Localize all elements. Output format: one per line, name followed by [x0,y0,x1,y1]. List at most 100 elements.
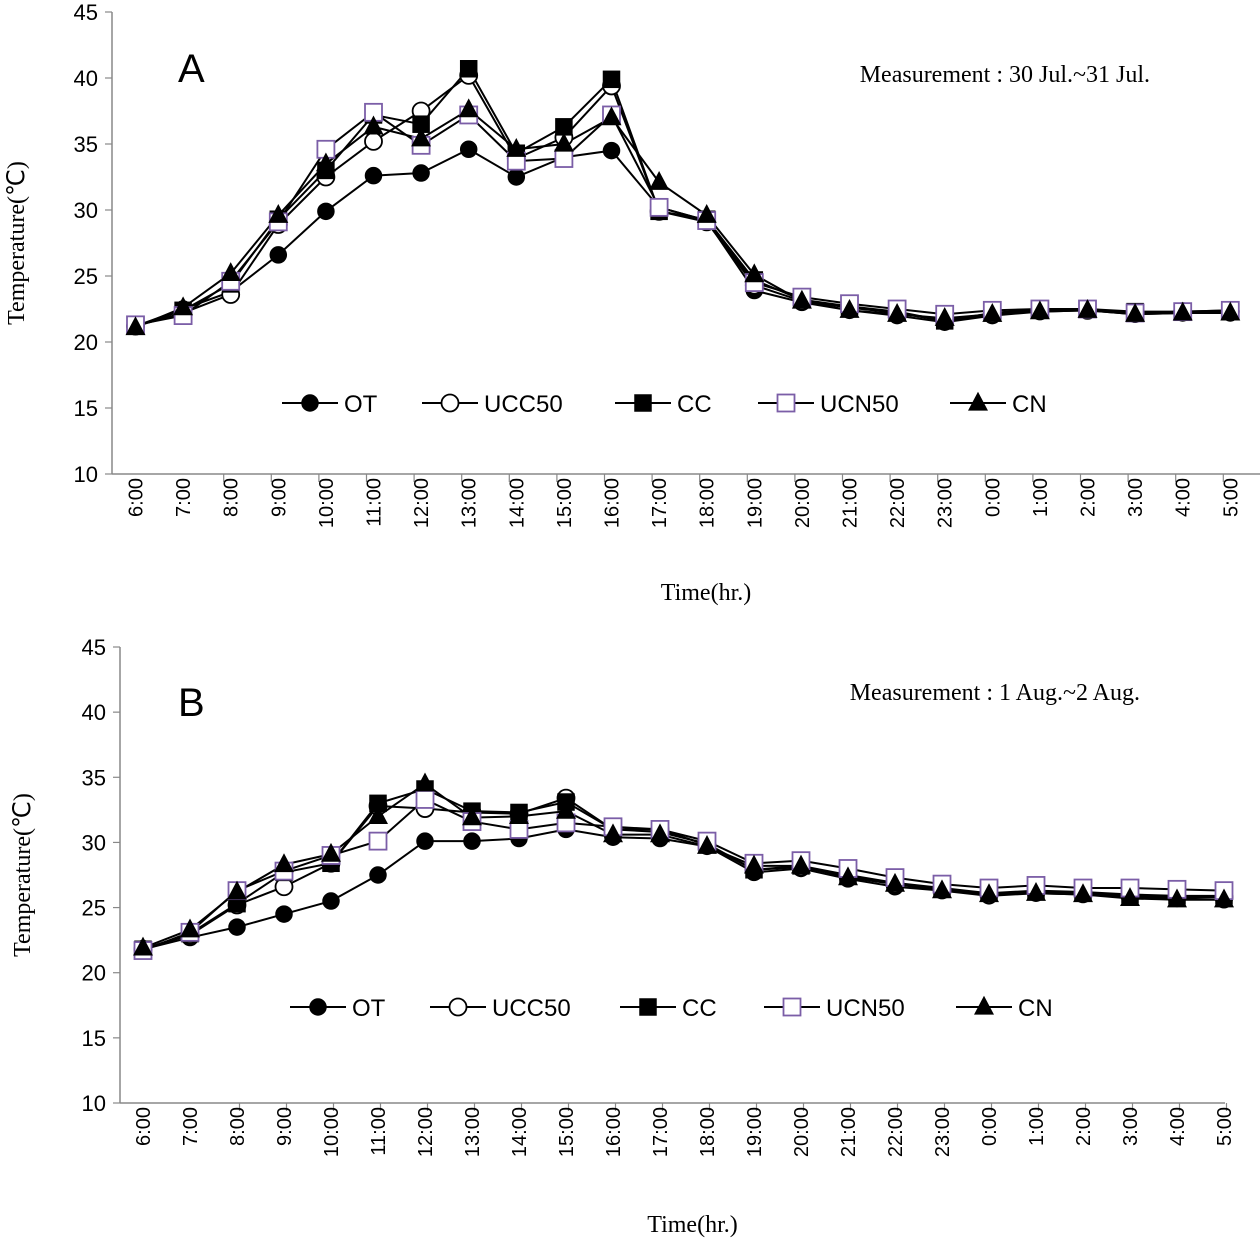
x-tick-label: 9:00 [274,1107,296,1146]
x-tick-label: 8:00 [221,478,243,517]
legend-marker-ot [309,998,327,1016]
data-point-cn [1125,302,1146,322]
legend-marker-cc [639,998,657,1016]
data-point-cn [791,289,812,309]
data-point-cn [744,854,764,874]
y-tick-label: 35 [74,132,98,157]
x-tick-label: 10:00 [321,1107,343,1157]
data-point-ucc50 [364,131,383,151]
x-tick-label: 11:00 [364,478,386,527]
data-point-cn [601,106,622,126]
measurement-note: Measurement : 1 Aug.~2 Aug. [850,680,1140,706]
x-tick-label: 18:00 [697,1107,719,1157]
data-point-cn [979,883,999,903]
data-point-ot [459,140,478,159]
legend-label-ot: OT [352,995,386,1022]
series-line-cc [135,67,1231,328]
data-point-ot [602,141,621,160]
x-tick-label: 5:00 [1220,478,1242,517]
data-point-ot [322,892,340,910]
data-point-ot [369,866,387,884]
x-tick-label: 15:00 [556,1107,578,1157]
data-point-cn [363,115,384,135]
series-line-ucn50 [135,111,1231,326]
data-point-cn [411,127,432,147]
data-point-ot [364,166,383,185]
panel-letter: B [178,681,205,725]
y-axis-title: Temperature(℃) [10,793,36,957]
data-point-cn [744,263,765,283]
y-tick-label: 40 [74,66,98,91]
x-tick-label: 21:00 [840,478,862,528]
chart-panel-b: 10 15 20 25 30 35 40 45 6:00 7:00 8:00 9:00 10:00 11:… [10,635,1236,1238]
data-point-cc [602,70,621,89]
x-tick-label: 16:00 [602,478,624,528]
data-point-cn [1220,301,1241,321]
data-point-ot [269,246,288,264]
legend-marker-ucc50 [448,997,468,1017]
x-axis-title: Time(hr.) [647,1212,737,1238]
data-point-cn [1120,887,1140,907]
data-point-cc [459,60,478,78]
legend-marker-ucn50 [782,997,802,1017]
x-tick-label: 9:00 [268,478,290,517]
data-point-cn [649,170,670,190]
data-point-cn [650,823,670,843]
data-point-cn [227,880,247,900]
y-tick-label: 20 [82,961,106,986]
data-point-cn [697,835,717,854]
data-point-cn [1077,299,1098,318]
y-tick-label: 40 [82,700,106,725]
x-tick-label: 19:00 [744,1107,766,1157]
x-tick-label: 4:00 [1173,478,1195,517]
data-point-cn [603,823,623,843]
y-tick-label: 25 [82,896,106,921]
series-line-ucn50 [142,798,1225,952]
y-tick-label: 35 [82,765,106,790]
y-axis-title: Temperature(℃) [4,161,30,325]
x-tick-label: 2:00 [1078,478,1100,517]
data-point-cn [220,262,241,281]
data-point-cn [315,152,336,172]
x-tick-label: 21:00 [838,1107,860,1157]
x-tick-label: 8:00 [227,1107,249,1146]
series-line-ucc50 [142,797,1224,951]
data-point-cn [839,299,860,318]
x-axis-title: Time(hr.) [661,580,751,606]
y-tick-label: 10 [74,462,98,487]
data-point-cn [133,936,153,956]
y-tick-label: 20 [74,330,98,355]
x-tick-label: 2:00 [1073,1107,1095,1146]
x-tick-label: 14:00 [509,1107,531,1157]
x-tick-label: 22:00 [887,478,909,528]
legend-label-ucc50: UCC50 [484,391,563,418]
data-point-cn [321,842,341,862]
x-tick-label: 5:00 [1214,1107,1236,1146]
x-tick-label: 4:00 [1167,1107,1189,1146]
data-point-cn [1029,300,1050,320]
legend-marker-cc [634,394,652,412]
legend-marker-ucn50 [776,393,796,413]
series-line-cn [142,782,1224,949]
panel-letter: A [178,47,205,91]
series-line-ot [135,148,1231,328]
data-point-cn [368,805,388,824]
data-point-cn [696,203,717,223]
x-tick-label: 12:00 [415,1107,437,1157]
data-point-cn [506,137,527,157]
series-line-cn [135,108,1231,329]
legend-label-ucn50: UCN50 [826,995,905,1022]
data-point-cn [462,806,482,826]
data-point-cn [125,316,146,336]
x-tick-label: 7:00 [180,1107,202,1146]
legend-marker-ot [301,394,319,412]
data-point-cn [838,866,858,886]
data-point-ucn50 [649,197,669,217]
legend-label-cn: CN [1012,391,1047,418]
data-point-ot [317,202,335,221]
chart-panel-a: 10 15 20 25 30 35 40 45 6:00 7:00 8:00 9:00 10:00 11:… [4,0,1260,606]
data-point-cn [274,853,294,873]
x-tick-label: 7:00 [173,478,195,517]
data-point-ot [228,918,246,936]
